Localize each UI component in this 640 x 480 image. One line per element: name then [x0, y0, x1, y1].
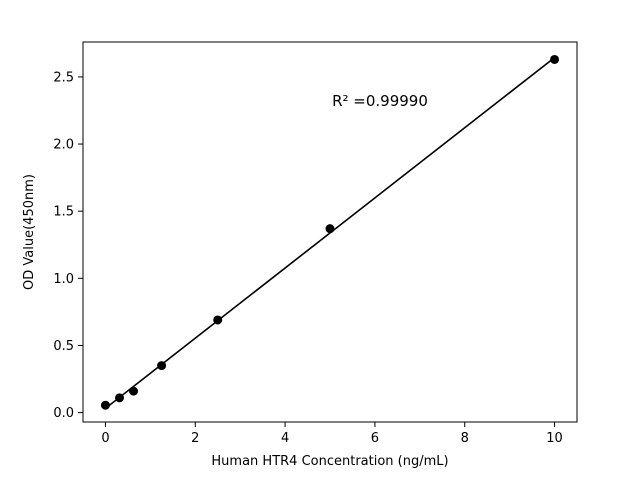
data-point — [115, 393, 125, 403]
x-axis-ticks: 0 2 4 6 8 10 — [101, 422, 563, 446]
y-tick-label: 2.0 — [53, 138, 74, 153]
y-tick-label: 1.5 — [53, 205, 74, 220]
data-point — [213, 315, 223, 325]
data-point — [157, 361, 167, 371]
data-points-group — [100, 54, 560, 410]
x-tick-label: 10 — [546, 431, 563, 446]
plot-area-border — [82, 41, 578, 423]
x-tick-label: 6 — [371, 431, 379, 446]
y-axis-label: OD Value(450nm) — [22, 174, 37, 290]
y-tick-label: 1.0 — [53, 272, 74, 287]
y-axis-ticks: 0.0 0.5 1.0 1.5 2.0 2.5 — [53, 70, 83, 421]
data-point — [129, 386, 139, 396]
y-tick-label: 0.0 — [53, 406, 74, 421]
x-tick-label: 2 — [191, 431, 199, 446]
y-tick-label: 0.5 — [53, 339, 74, 354]
y-tick-label: 2.5 — [53, 70, 74, 85]
x-tick-label: 0 — [101, 431, 109, 446]
x-tick-label: 8 — [461, 431, 469, 446]
data-point — [100, 400, 110, 410]
data-point — [325, 224, 335, 234]
r-squared-annotation: R² =0.99990 — [332, 92, 428, 110]
x-axis-label: Human HTR4 Concentration (ng/mL) — [211, 454, 448, 469]
x-tick-label: 4 — [281, 431, 289, 446]
data-point — [550, 54, 560, 64]
